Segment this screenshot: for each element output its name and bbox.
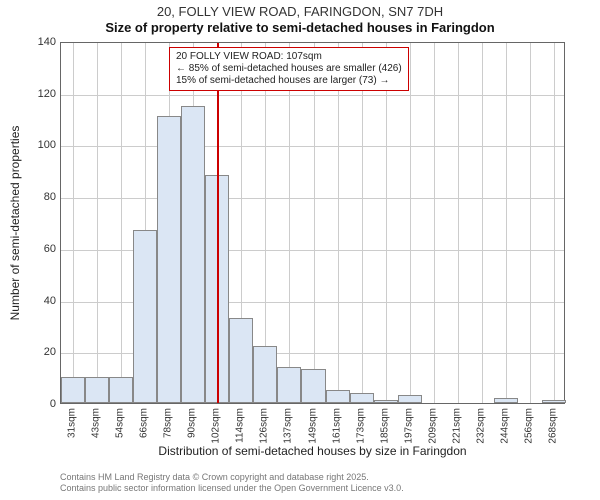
histogram-bar (157, 116, 181, 403)
plot-area: 20 FOLLY VIEW ROAD: 107sqm ← 85% of semi… (60, 42, 565, 404)
histogram-bar (374, 400, 398, 403)
histogram-bar (542, 400, 566, 403)
x-tick-label: 221sqm (451, 408, 462, 444)
x-tick-label: 185sqm (379, 408, 390, 444)
x-tick-label: 102sqm (211, 408, 222, 444)
x-tick-label: 256sqm (523, 408, 534, 444)
x-tick-label: 31sqm (67, 408, 78, 438)
gridline-vertical (73, 43, 74, 403)
gridline-vertical (434, 43, 435, 403)
histogram-bar (253, 346, 277, 403)
histogram-bar (61, 377, 85, 403)
gridline-horizontal (61, 95, 564, 96)
histogram-bar (301, 369, 325, 403)
gridline-vertical (97, 43, 98, 403)
histogram-bar (398, 395, 422, 403)
y-tick-label: 80 (16, 191, 56, 203)
attribution-text: Contains HM Land Registry data © Crown c… (60, 472, 404, 494)
x-axis-label: Distribution of semi-detached houses by … (60, 444, 565, 458)
x-tick-label: 66sqm (139, 408, 150, 438)
gridline-vertical (314, 43, 315, 403)
x-tick-label: 43sqm (91, 408, 102, 438)
x-tick-label: 161sqm (331, 408, 342, 444)
attribution-line-2: Contains public sector information licen… (60, 483, 404, 494)
gridline-vertical (482, 43, 483, 403)
histogram-bar (229, 318, 253, 403)
gridline-vertical (386, 43, 387, 403)
histogram-bar (85, 377, 109, 403)
y-tick-label: 60 (16, 243, 56, 255)
gridline-vertical (554, 43, 555, 403)
gridline-vertical (506, 43, 507, 403)
x-tick-label: 78sqm (163, 408, 174, 438)
y-axis-label: Number of semi-detached properties (8, 126, 22, 321)
x-tick-label: 54sqm (115, 408, 126, 438)
histogram-bar (181, 106, 205, 403)
attribution-line-1: Contains HM Land Registry data © Crown c… (60, 472, 404, 483)
histogram-bar (277, 367, 301, 403)
histogram-bar (109, 377, 133, 403)
histogram-bar (350, 393, 374, 403)
chart-title-address: 20, FOLLY VIEW ROAD, FARINGDON, SN7 7DH (0, 4, 600, 19)
gridline-vertical (121, 43, 122, 403)
y-tick-label: 100 (16, 139, 56, 151)
y-tick-label: 0 (16, 398, 56, 410)
histogram-bar (133, 230, 157, 403)
callout-line-3: 15% of semi-detached houses are larger (… (176, 75, 402, 87)
gridline-horizontal (61, 198, 564, 199)
marker-callout: 20 FOLLY VIEW ROAD: 107sqm ← 85% of semi… (169, 47, 409, 91)
chart-title-subtitle: Size of property relative to semi-detach… (0, 20, 600, 35)
property-marker-line (217, 43, 219, 403)
gridline-vertical (410, 43, 411, 403)
x-tick-label: 232sqm (475, 408, 486, 444)
x-tick-label: 268sqm (547, 408, 558, 444)
x-tick-label: 90sqm (187, 408, 198, 438)
y-tick-label: 140 (16, 36, 56, 48)
x-tick-label: 197sqm (403, 408, 414, 444)
x-tick-label: 149sqm (307, 408, 318, 444)
y-tick-label: 40 (16, 295, 56, 307)
x-tick-label: 137sqm (283, 408, 294, 444)
gridline-vertical (289, 43, 290, 403)
gridline-vertical (362, 43, 363, 403)
gridline-vertical (338, 43, 339, 403)
gridline-horizontal (61, 146, 564, 147)
x-tick-label: 114sqm (235, 408, 246, 443)
x-tick-label: 209sqm (427, 408, 438, 444)
x-tick-label: 126sqm (259, 408, 270, 444)
histogram-bar (326, 390, 350, 403)
y-tick-label: 120 (16, 88, 56, 100)
y-tick-label: 20 (16, 346, 56, 358)
gridline-vertical (530, 43, 531, 403)
x-tick-label: 244sqm (499, 408, 510, 444)
callout-line-2: ← 85% of semi-detached houses are smalle… (176, 63, 402, 75)
histogram-bar (494, 398, 518, 403)
callout-line-1: 20 FOLLY VIEW ROAD: 107sqm (176, 51, 402, 63)
gridline-vertical (458, 43, 459, 403)
x-tick-label: 173sqm (355, 408, 366, 444)
